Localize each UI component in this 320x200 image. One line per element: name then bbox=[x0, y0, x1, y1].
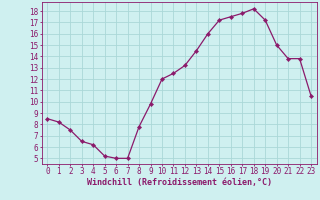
X-axis label: Windchill (Refroidissement éolien,°C): Windchill (Refroidissement éolien,°C) bbox=[87, 178, 272, 187]
